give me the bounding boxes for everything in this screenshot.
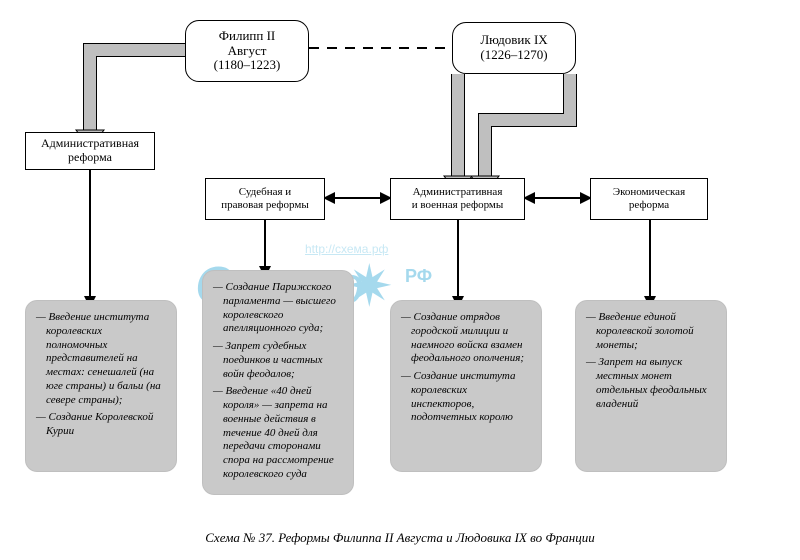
- figure-caption: Схема № 37. Реформы Филиппа II Августа и…: [120, 530, 680, 546]
- node-louis-ix: Людовик IX(1226–1270): [452, 22, 576, 74]
- node-economic-reform-label: Экономическаяреформа: [613, 186, 685, 211]
- panel-item: Создание института королевских инспектор…: [401, 370, 531, 425]
- watermark-url: http://схема.рф: [305, 242, 388, 256]
- panel-item: Создание Парижского парламента — высшего…: [213, 281, 343, 336]
- panel-louis-adminmil-details: Создание отрядов городской милиции и нае…: [390, 300, 542, 472]
- panel-philip-admin-details: Введение института королевских полномочн…: [25, 300, 177, 472]
- node-judicial-reform-label: Судебная иправовая реформы: [221, 186, 308, 211]
- arrows-layer: [0, 0, 800, 560]
- panel-item: Введение единой королевской золотой моне…: [586, 311, 716, 352]
- node-philip-ii: Филипп IIАвгуст(1180–1223): [185, 20, 309, 82]
- panel-item: Создание Королевской Курии: [36, 411, 166, 439]
- figure-caption-text: Схема № 37. Реформы Филиппа II Августа и…: [205, 530, 595, 545]
- diagram-stage: Филипп IIАвгуст(1180–1223) Людовик IX(12…: [0, 0, 800, 560]
- node-economic-reform: Экономическаяреформа: [590, 178, 708, 220]
- panel-item: Запрет судебных поединков и частных войн…: [213, 340, 343, 381]
- panel-louis-economic-details: Введение единой королевской золотой моне…: [575, 300, 727, 472]
- node-judicial-reform: Судебная иправовая реформы: [205, 178, 325, 220]
- panel-louis-judicial-details: Создание Парижского парламента — высшего…: [202, 270, 354, 495]
- panel-item: Создание отрядов городской милиции и нае…: [401, 311, 531, 366]
- panel-item: Запрет на выпуск местных монет отдельных…: [586, 356, 716, 411]
- node-philip-ii-label: Филипп IIАвгуст(1180–1223): [214, 29, 281, 74]
- panel-item: Введение института королевских полномочн…: [36, 311, 166, 407]
- node-louis-ix-label: Людовик IX(1226–1270): [480, 33, 547, 63]
- watermark-rf: РФ: [405, 266, 432, 287]
- panel-item: Введение «40 дней короля» — запрета на в…: [213, 385, 343, 481]
- node-admin-military-reform: Административнаяи военная реформы: [390, 178, 525, 220]
- node-administrative-reform-label: Административнаяреформа: [41, 137, 139, 165]
- node-administrative-reform: Административнаяреформа: [25, 132, 155, 170]
- node-admin-military-reform-label: Административнаяи военная реформы: [412, 186, 504, 211]
